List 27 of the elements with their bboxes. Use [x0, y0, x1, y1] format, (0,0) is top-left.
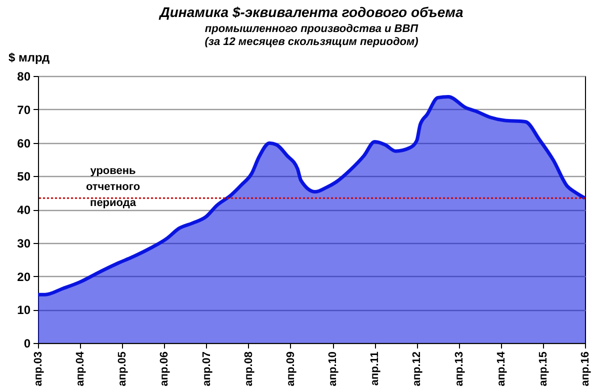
x-tick-label: апр.11 — [369, 352, 382, 386]
x-tick-label: апр.12 — [411, 352, 424, 386]
y-tick-label: 20 — [17, 270, 31, 284]
x-tick-label: апр.13 — [453, 352, 466, 386]
y-tick-label: 50 — [17, 170, 31, 184]
x-tick-label: апр.10 — [327, 352, 340, 386]
x-tick-label: апр.08 — [242, 352, 255, 386]
y-tick-label: 60 — [17, 136, 31, 150]
x-tick-label: апр.16 — [580, 352, 592, 386]
y-tick-label: 70 — [17, 102, 31, 117]
y-tick-label: 0 — [24, 336, 31, 350]
x-tick-label: апр.06 — [158, 352, 171, 386]
y-tick-label: 80 — [17, 70, 31, 84]
x-tick-label: апр.03 — [32, 352, 44, 386]
y-tick-label: 40 — [17, 203, 31, 217]
y-axis-title: $ млрд — [8, 50, 50, 64]
x-tick-label: апр.14 — [495, 350, 508, 386]
y-tick-label: 10 — [17, 303, 31, 318]
x-tick-label: апр.15 — [537, 352, 550, 386]
chart-subtitle: промышленного производства и ВВП (за 12 месяцев скользящим периодом) — [204, 23, 420, 48]
x-tick-label: апр.07 — [200, 352, 213, 386]
chart-title: Динамика $-эквивалента годового объема — [158, 4, 464, 20]
y-tick-label: 30 — [17, 236, 31, 250]
ref-line-label: уровень отчетного периода — [86, 165, 140, 210]
x-tick-label: апр.05 — [116, 352, 129, 386]
x-tick-label: апр.09 — [284, 352, 297, 386]
x-tick-label: апр.04 — [74, 350, 87, 386]
